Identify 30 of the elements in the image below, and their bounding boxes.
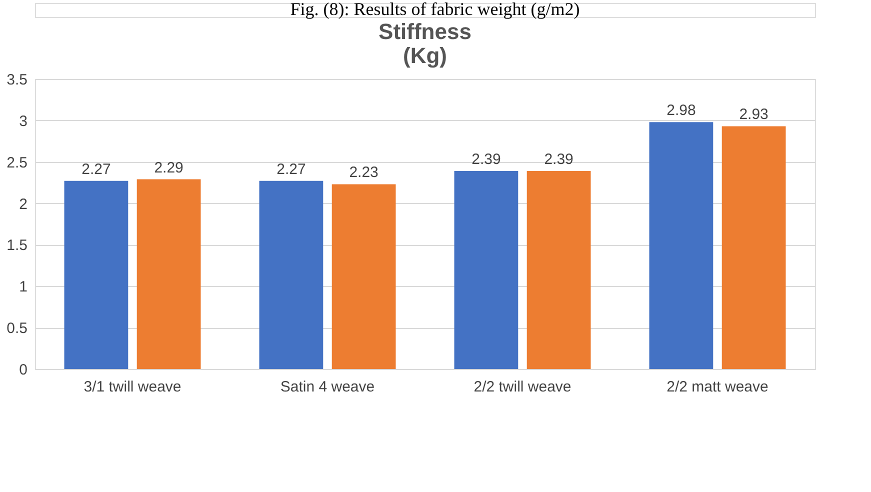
y-tick-label: 1 bbox=[19, 278, 28, 296]
y-tick-label: 0 bbox=[19, 362, 28, 378]
bar bbox=[722, 126, 786, 369]
y-tick-label: 3.5 bbox=[6, 72, 28, 88]
data-label: 2.98 bbox=[666, 102, 696, 120]
bar bbox=[259, 180, 324, 369]
x-tick-label: 2/2 matt weave bbox=[666, 378, 768, 396]
data-label: 2.39 bbox=[472, 150, 501, 168]
text: Fig. (8): Results of fabric weight (g/m2) bbox=[290, 0, 580, 19]
bar bbox=[526, 170, 591, 369]
x-tick-label: Satin 4 weave bbox=[280, 378, 375, 396]
data-label: 2.29 bbox=[154, 159, 184, 176]
data-label: 2.93 bbox=[739, 106, 768, 124]
data-label: 2.23 bbox=[349, 164, 378, 182]
x-tick-label: 3/1 twill weave bbox=[84, 378, 182, 396]
bar bbox=[136, 179, 201, 369]
bar bbox=[64, 180, 128, 369]
data-label: 2.39 bbox=[544, 150, 574, 168]
y-tick-label: 1.5 bbox=[6, 237, 28, 254]
bar bbox=[454, 170, 518, 369]
data-label: 2.27 bbox=[276, 160, 306, 178]
bar bbox=[332, 184, 396, 369]
y-tick-label: 0.5 bbox=[6, 320, 28, 338]
y-tick-label: 2.5 bbox=[6, 154, 28, 172]
data-label: 2.27 bbox=[82, 160, 111, 178]
y-tick-label: 3 bbox=[19, 112, 28, 130]
bar bbox=[649, 122, 714, 369]
x-tick-label: 2/2 twill weave bbox=[474, 378, 572, 396]
y-tick-label: 2 bbox=[19, 196, 28, 213]
chart-title: Stiffness (Kg) bbox=[378, 19, 472, 68]
